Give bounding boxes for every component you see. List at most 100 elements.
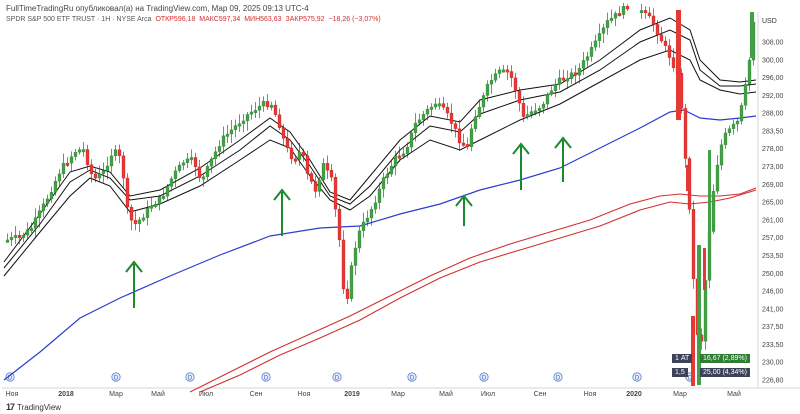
candle-body <box>285 138 290 149</box>
candle-body <box>703 248 706 290</box>
candle-body <box>237 123 242 127</box>
candle-body <box>81 149 86 153</box>
candle-body <box>9 237 14 241</box>
candle-body <box>321 163 326 181</box>
candle-body <box>517 90 522 104</box>
x-tick-label: Май <box>151 390 165 398</box>
y-tick-label: 288,00 <box>762 111 784 118</box>
support-arrow-head <box>455 194 473 207</box>
x-tick-label: 2019 <box>344 391 360 398</box>
candle-body <box>561 77 566 81</box>
price-box-2-left: 1,5 <box>672 368 688 377</box>
candle-body <box>245 114 250 122</box>
candle-body <box>421 114 426 121</box>
candle-body <box>469 128 474 148</box>
candle-body <box>249 111 254 115</box>
candle-body <box>57 173 62 182</box>
candle-body <box>708 150 711 242</box>
x-tick-label: Ноя <box>584 391 597 398</box>
candle-body <box>169 178 174 187</box>
x-tick-label: Июл <box>481 391 495 398</box>
publisher-line: FullTimeTradingRu опубликовал(а) на Trad… <box>6 4 309 13</box>
candle-body <box>205 166 210 177</box>
y-tick-label: 226,80 <box>762 378 784 385</box>
candle-body <box>65 162 70 166</box>
y-tick-label: 257,00 <box>762 235 784 242</box>
candle-body <box>173 170 178 179</box>
candle-body <box>305 155 310 174</box>
y-tick-label: 278,00 <box>762 146 784 153</box>
x-tick-label: Мар <box>391 391 405 398</box>
candle-body <box>141 217 146 221</box>
y-tick-label: 241,00 <box>762 306 784 313</box>
candle-body <box>109 155 114 167</box>
dividend-label: D <box>8 376 13 382</box>
candle-body <box>593 40 598 48</box>
candle-body <box>449 112 454 124</box>
candle-body <box>659 34 664 42</box>
candle-body <box>643 10 648 14</box>
candle-body <box>177 164 182 171</box>
candle-body <box>329 170 334 178</box>
high-value: МАКС597,34 <box>199 16 241 23</box>
candle-body <box>597 33 602 41</box>
candle-body <box>301 151 306 156</box>
candle-body <box>297 151 302 160</box>
dividend-marker <box>332 372 342 382</box>
y-tick-label: 246,00 <box>762 289 784 296</box>
candle-body <box>389 165 394 175</box>
x-tick-label: Сен <box>534 391 547 398</box>
low-value: МИН563,63 <box>244 16 282 23</box>
candle-body <box>401 153 406 157</box>
x-tick-label: Июл <box>199 391 213 398</box>
candle-body <box>201 176 206 180</box>
candle-body <box>525 114 530 118</box>
candle-body <box>221 135 226 147</box>
candle-body <box>377 188 382 203</box>
candle-body <box>369 209 374 219</box>
candle-body <box>417 119 422 124</box>
dividend-marker <box>185 372 195 382</box>
y-tick-label: 308,00 <box>762 40 784 47</box>
candle-body <box>309 173 314 182</box>
candle-body <box>727 128 732 134</box>
dividend-marker <box>407 372 417 382</box>
candle-body <box>663 40 668 46</box>
x-tick-label: Мар <box>109 391 123 398</box>
dividend-label: D <box>335 376 340 382</box>
moving-average-black-medium <box>3 29 757 269</box>
candle-body <box>229 129 234 135</box>
moving-average-red-2 <box>189 187 757 393</box>
y-tick-label: 261,00 <box>762 217 784 224</box>
candle-body <box>225 133 230 137</box>
candle-body <box>621 6 626 15</box>
dividend-marker <box>632 372 642 382</box>
candle-body <box>113 149 118 157</box>
brand-name: TradingView <box>17 402 62 412</box>
candle-body <box>17 235 22 238</box>
symbol-legend: SPDR S&P 500 ETF TRUST · 1Н · NYSE Arca … <box>6 16 383 23</box>
close-value: ЗАКР575,92 <box>285 16 325 23</box>
candle-body <box>625 6 630 10</box>
dividend-marker <box>479 372 489 382</box>
candle-body <box>25 229 30 236</box>
candle-body <box>465 144 470 148</box>
candle-body <box>715 164 720 192</box>
price-box-2-right: 25,00 (4,34%) <box>700 368 750 377</box>
candle-body <box>381 177 386 190</box>
x-tick-label: 2018 <box>58 391 74 398</box>
candle-body <box>253 110 258 113</box>
dividend-label: D <box>188 376 193 382</box>
candle-body <box>537 108 542 112</box>
candle-body <box>481 95 486 108</box>
candle-body <box>317 179 322 192</box>
candle-body <box>485 84 490 96</box>
candle-body <box>209 158 214 167</box>
moving-average-black-short <box>3 17 757 263</box>
candle-body <box>257 105 262 111</box>
candle-body <box>49 192 54 200</box>
x-tick-label: Май <box>439 390 453 398</box>
candle-body <box>581 60 586 69</box>
candle-body <box>337 208 342 241</box>
